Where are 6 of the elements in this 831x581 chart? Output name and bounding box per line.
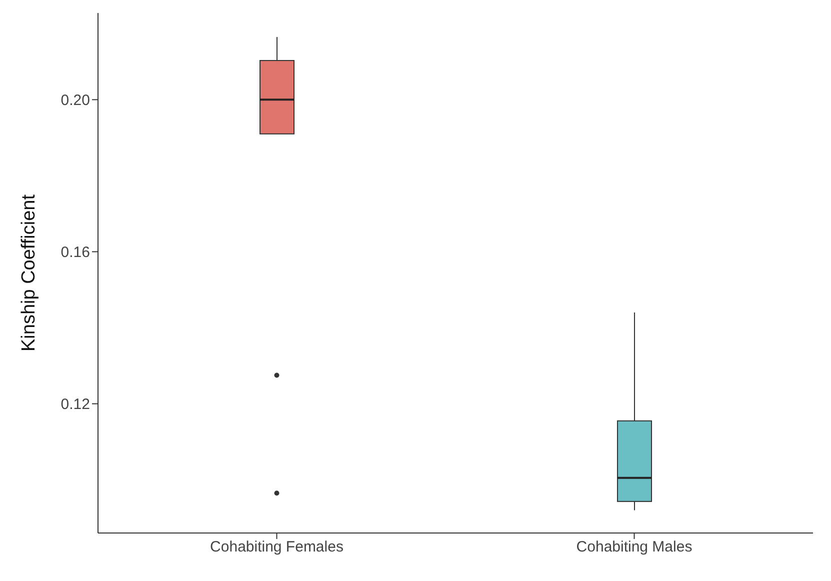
y-tick-label: 0.12: [60, 396, 90, 414]
y-axis-title: Kinship Coefficient: [18, 194, 40, 352]
y-tick-label: 0.16: [60, 244, 90, 262]
x-tick-label: Cohabiting Females: [210, 538, 344, 556]
y-tick-label: 0.20: [60, 92, 90, 109]
x-tick-label: Cohabiting Males: [576, 538, 692, 556]
